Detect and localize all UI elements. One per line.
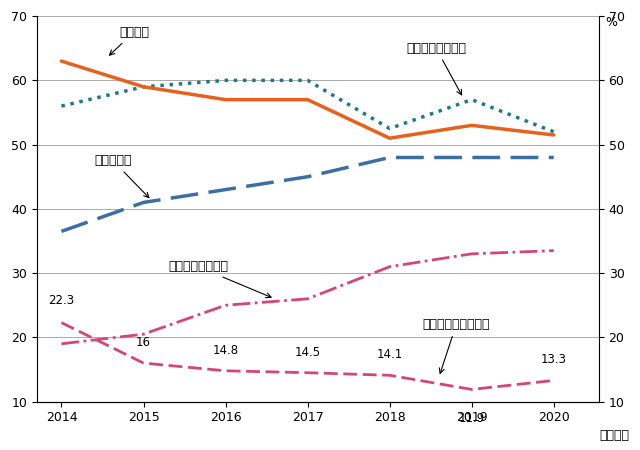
Text: 結果回避措置不十分: 結果回避措置不十分: [422, 318, 490, 374]
Text: 結果回避措置なし: 結果回避措置なし: [168, 260, 271, 297]
Text: 13.3: 13.3: [541, 353, 567, 366]
Text: 22.3: 22.3: [49, 293, 74, 306]
Text: 14.8: 14.8: [212, 344, 239, 357]
Text: （年度）: （年度）: [599, 428, 629, 441]
Text: 予見不可能: 予見不可能: [94, 154, 149, 198]
Text: 結果回避措置あり: 結果回避措置あり: [406, 42, 466, 95]
Text: %: %: [605, 16, 617, 29]
Text: 14.5: 14.5: [294, 346, 321, 359]
Text: 14.1: 14.1: [376, 348, 403, 361]
Text: 予見可能: 予見可能: [109, 26, 149, 55]
Text: 16: 16: [136, 336, 151, 349]
Text: 11.9: 11.9: [459, 412, 485, 425]
